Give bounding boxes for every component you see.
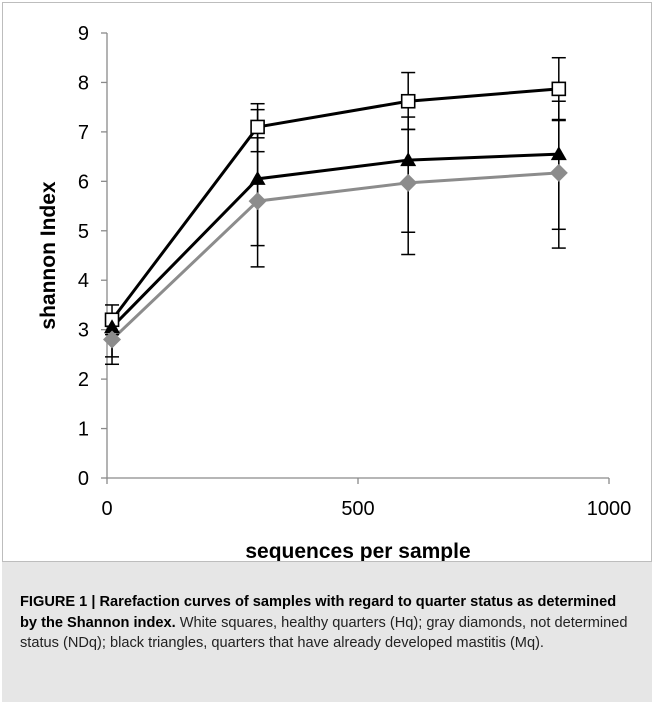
y-axis-title: shannon Index: [37, 181, 60, 330]
x-tick-label: 1000: [587, 498, 632, 520]
caption-label: FIGURE 1 | Rarefaction curves of samples…: [20, 594, 617, 631]
figure-caption-box: FIGURE 1 | Rarefaction curves of samples…: [2, 562, 652, 702]
figure-caption: FIGURE 1 | Rarefaction curves of samples…: [20, 592, 634, 654]
data-point-gray-diamond: [399, 173, 418, 192]
x-tick-label: 500: [341, 498, 374, 520]
data-point-white-square: [551, 81, 567, 97]
x-tick-label: 0: [101, 498, 112, 520]
series-line-gray-diamond: [110, 171, 559, 341]
chart-area: 0 1 2 3 4 5 6 7 8 9 0 500 1000 sequences per sample sh…: [2, 2, 652, 562]
shannon-rarefaction-chart: 0 1 2 3 4 5 6 7 8 9 0 500 1000 sequences per sample sh…: [37, 23, 632, 561]
y-tick-label: 2: [78, 369, 89, 391]
data-point-black-triangle: [104, 319, 121, 334]
y-tick-label: 9: [78, 23, 89, 45]
y-tick-label: 7: [78, 122, 89, 144]
data-point-black-triangle: [249, 170, 266, 185]
data-point-white-square: [400, 93, 416, 109]
x-axis-title: sequences per sample: [245, 540, 470, 561]
series-line-white-square: [110, 87, 559, 321]
series-line-black-triangle: [110, 152, 559, 329]
y-tick-label: 0: [78, 468, 89, 490]
data-point-gray-diamond: [103, 330, 122, 349]
data-point-gray-diamond: [549, 163, 568, 182]
y-tick-label: 6: [78, 171, 89, 193]
y-tick-label: 1: [78, 419, 89, 441]
data-point-black-triangle: [550, 146, 567, 161]
data-point-white-square: [250, 119, 265, 135]
y-tick-label: 3: [78, 320, 89, 342]
caption-text: White squares, healthy quarters (Hq); gr…: [20, 614, 628, 652]
data-point-black-triangle: [400, 152, 417, 167]
y-tick-label: 4: [78, 270, 89, 292]
y-tick-label: 5: [78, 221, 89, 243]
y-tick-label: 8: [78, 72, 89, 94]
data-point-gray-diamond: [248, 192, 267, 211]
